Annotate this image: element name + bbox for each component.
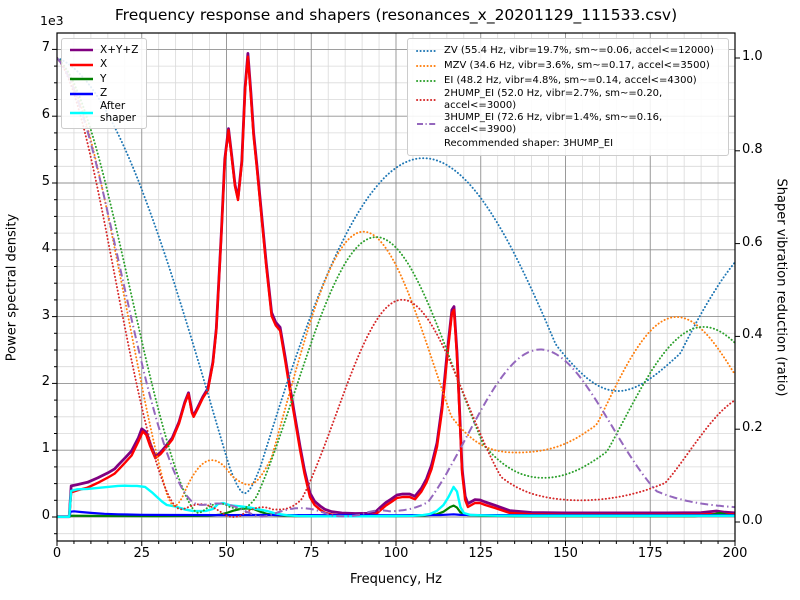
y-left-tick-label: 4 (41, 240, 50, 256)
legend-label: After shaper (100, 100, 137, 124)
y-right-tick-label: 0.2 (742, 420, 763, 436)
blank-line-sample (416, 139, 438, 149)
shaper-legend-item-3HUMP_EI: 3HUMP_EI (72.6 Hz, vibr=1.4%, sm~=0.16, … (416, 112, 720, 136)
solid-line-sample (70, 48, 93, 52)
x-tick-label: 150 (553, 546, 578, 561)
x-tick-label: 0 (52, 546, 62, 561)
y-left-tick-label: 2 (41, 374, 50, 390)
psd-legend-item-X: X (69, 58, 138, 73)
y-right-tick-label: 0.8 (742, 141, 763, 157)
y-left-tick-label: 1 (41, 441, 50, 457)
psd-legend: X+Y+Z X Y Z After shaper (61, 38, 148, 129)
x-tick-label: 50 (218, 546, 235, 561)
legend-label: Z (100, 87, 108, 99)
shaper-curve-ZV (57, 57, 735, 495)
x-tick-label: 75 (302, 546, 320, 561)
shaper-curve-MZV (57, 57, 735, 507)
solid-line-sample (70, 63, 93, 67)
y-left-tick-label: 5 (41, 174, 50, 189)
solid-line-sample (70, 77, 93, 81)
legend-label: X (100, 58, 108, 70)
shaper-curve-EI (57, 57, 735, 514)
y-right-tick-label: 0.4 (742, 327, 763, 343)
recommended-shaper-note: Recommended shaper: 3HUMP_EI (416, 136, 720, 151)
solid-line-sample (70, 92, 93, 96)
axis-ticks (52, 48, 740, 546)
x-axis-label: Frequency, Hz (349, 572, 443, 587)
psd-legend-item-Y: Y (69, 72, 138, 87)
shaper-legend: ZV (55.4 Hz, vibr=19.7%, sm~=0.06, accel… (407, 38, 729, 156)
solid-line-sample (70, 111, 93, 114)
shaper-legend-item-2HUMP_EI: 2HUMP_EI (52.0 Hz, vibr=2.7%, sm~=0.20, … (416, 88, 720, 112)
shaper-legend-item-MZV: MZV (34.6 Hz, vibr=3.6%, sm~=0.17, accel… (416, 58, 720, 73)
x-tick-label: 25 (133, 546, 151, 561)
y-left-tick-label: 0 (41, 508, 50, 523)
legend-label: 2HUMP_EI (52.0 Hz, vibr=2.7%, sm~=0.20, … (444, 88, 663, 111)
shaper-curves (57, 57, 735, 518)
shaper-legend-item-ZV: ZV (55.4 Hz, vibr=19.7%, sm~=0.06, accel… (416, 43, 720, 58)
legend-label: ZV (55.4 Hz, vibr=19.7%, sm~=0.06, accel… (444, 44, 714, 56)
psd-legend-item-After shaper: After shaper (69, 100, 138, 124)
shaper-legend-item-EI: EI (48.2 Hz, vibr=4.8%, sm~=0.14, accel<… (416, 73, 720, 88)
legend-label: MZV (34.6 Hz, vibr=3.6%, sm~=0.17, accel… (444, 59, 710, 71)
x-tick-label: 100 (383, 546, 409, 561)
dotted-line-sample (416, 99, 438, 101)
psd-legend-item-X+Y+Z: X+Y+Z (69, 43, 138, 58)
chart-title: Frequency response and shapers (resonanc… (114, 6, 678, 24)
x-tick-label: 200 (722, 546, 748, 561)
y-left-tick-label: 7 (41, 40, 50, 56)
dotted-line-sample (416, 49, 438, 52)
dotted-line-sample (416, 79, 438, 82)
dashdot-line-sample (417, 123, 437, 125)
shaper-curve-2HUMP_EI (57, 57, 735, 518)
y-right-tick-label: 1.0 (742, 49, 763, 64)
x-tick-label: 125 (468, 546, 494, 561)
y-axis-offset-text: 1e3 (40, 13, 64, 28)
y-right-tick-label: 0.0 (742, 513, 763, 528)
legend-label: Recommended shaper: 3HUMP_EI (444, 137, 614, 149)
psd-legend-item-Z: Z (69, 87, 138, 102)
x-tick-label: 175 (637, 546, 663, 561)
legend-label: Y (100, 72, 107, 85)
y-left-tick-label: 6 (41, 107, 50, 123)
y-left-tick-label: 3 (41, 307, 50, 323)
y-right-tick-label: 0.6 (742, 234, 763, 250)
legend-label: 3HUMP_EI (72.6 Hz, vibr=1.4%, sm~=0.16, … (444, 112, 663, 135)
legend-label: EI (48.2 Hz, vibr=4.8%, sm~=0.14, accel<… (444, 74, 697, 86)
legend-label: X+Y+Z (100, 43, 139, 56)
dotted-line-sample (416, 64, 438, 67)
shaper-curve-3HUMP_EI (57, 57, 735, 518)
